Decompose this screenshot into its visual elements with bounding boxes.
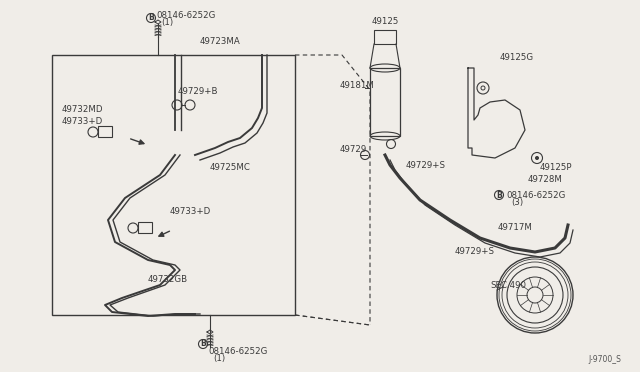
Text: 49733+D: 49733+D <box>62 116 103 125</box>
Bar <box>52 55 295 315</box>
Text: 08146-6252G: 08146-6252G <box>156 10 216 19</box>
Text: 49125G: 49125G <box>500 54 534 62</box>
Text: 49125: 49125 <box>371 17 399 26</box>
Text: B: B <box>496 190 502 199</box>
Text: 49125P: 49125P <box>540 164 573 173</box>
Text: 49732MD: 49732MD <box>62 106 104 115</box>
Text: 49729+S: 49729+S <box>406 160 446 170</box>
Circle shape <box>497 257 573 333</box>
Text: 49717M: 49717M <box>498 224 533 232</box>
Text: 49733+D: 49733+D <box>170 208 211 217</box>
Text: 08146-6252G: 08146-6252G <box>208 347 268 356</box>
Bar <box>374 30 396 44</box>
Text: B: B <box>148 13 154 22</box>
Text: SEC.490: SEC.490 <box>490 280 526 289</box>
Circle shape <box>536 157 538 160</box>
Bar <box>138 222 152 233</box>
Text: 49732GB: 49732GB <box>148 276 188 285</box>
Bar <box>370 68 400 136</box>
Text: 49729: 49729 <box>340 145 367 154</box>
Text: (1): (1) <box>161 19 173 28</box>
Text: 49723MA: 49723MA <box>200 38 241 46</box>
Text: 49728M: 49728M <box>528 176 563 185</box>
Text: 08146-6252G: 08146-6252G <box>506 190 565 199</box>
Text: (3): (3) <box>511 199 523 208</box>
Text: 49181M: 49181M <box>340 80 375 90</box>
Text: 49725MC: 49725MC <box>210 163 251 171</box>
Text: 49729+S: 49729+S <box>455 247 495 257</box>
Bar <box>98 126 112 137</box>
Text: 49729+B: 49729+B <box>178 87 218 96</box>
Text: J-9700_S: J-9700_S <box>588 356 621 365</box>
Text: B: B <box>200 340 206 349</box>
Text: (1): (1) <box>213 353 225 362</box>
